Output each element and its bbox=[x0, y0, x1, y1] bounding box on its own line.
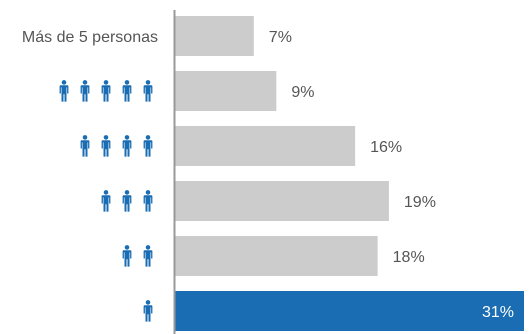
person-icon bbox=[143, 190, 153, 212]
person-icon bbox=[143, 135, 153, 157]
bars-group bbox=[175, 16, 524, 331]
person-icon bbox=[59, 80, 69, 102]
bar-0 bbox=[175, 16, 254, 56]
value-label-4: 18% bbox=[393, 249, 425, 266]
category-icons-2 bbox=[80, 135, 153, 157]
person-icon bbox=[122, 245, 132, 267]
category-icons-3 bbox=[101, 190, 153, 212]
person-icon bbox=[80, 80, 90, 102]
person-icon bbox=[143, 80, 153, 102]
person-icon bbox=[101, 135, 111, 157]
person-icon bbox=[143, 300, 153, 322]
value-label-0: 7% bbox=[269, 29, 292, 46]
bar-1 bbox=[175, 71, 277, 111]
category-icons-1 bbox=[59, 80, 153, 102]
bar-4 bbox=[175, 236, 378, 276]
person-icon bbox=[143, 245, 153, 267]
person-icon bbox=[101, 80, 111, 102]
bar-2 bbox=[175, 126, 356, 166]
value-labels-group: 7% 9% 16% 19% 18% 31% bbox=[269, 29, 514, 321]
bar-3 bbox=[175, 181, 389, 221]
value-label-1: 9% bbox=[291, 84, 314, 101]
person-icon bbox=[80, 135, 90, 157]
bar-5 bbox=[175, 291, 524, 331]
category-labels-group: Más de 5 personas bbox=[22, 29, 158, 322]
value-label-5: 31% bbox=[482, 304, 514, 321]
category-icons-5 bbox=[143, 300, 153, 322]
person-icon bbox=[101, 190, 111, 212]
value-label-3: 19% bbox=[404, 194, 436, 211]
person-icon bbox=[122, 190, 132, 212]
person-icon bbox=[122, 80, 132, 102]
value-label-2: 16% bbox=[370, 139, 402, 156]
person-icon bbox=[122, 135, 132, 157]
category-label-0: Más de 5 personas bbox=[22, 29, 158, 46]
category-icons-4 bbox=[122, 245, 153, 267]
